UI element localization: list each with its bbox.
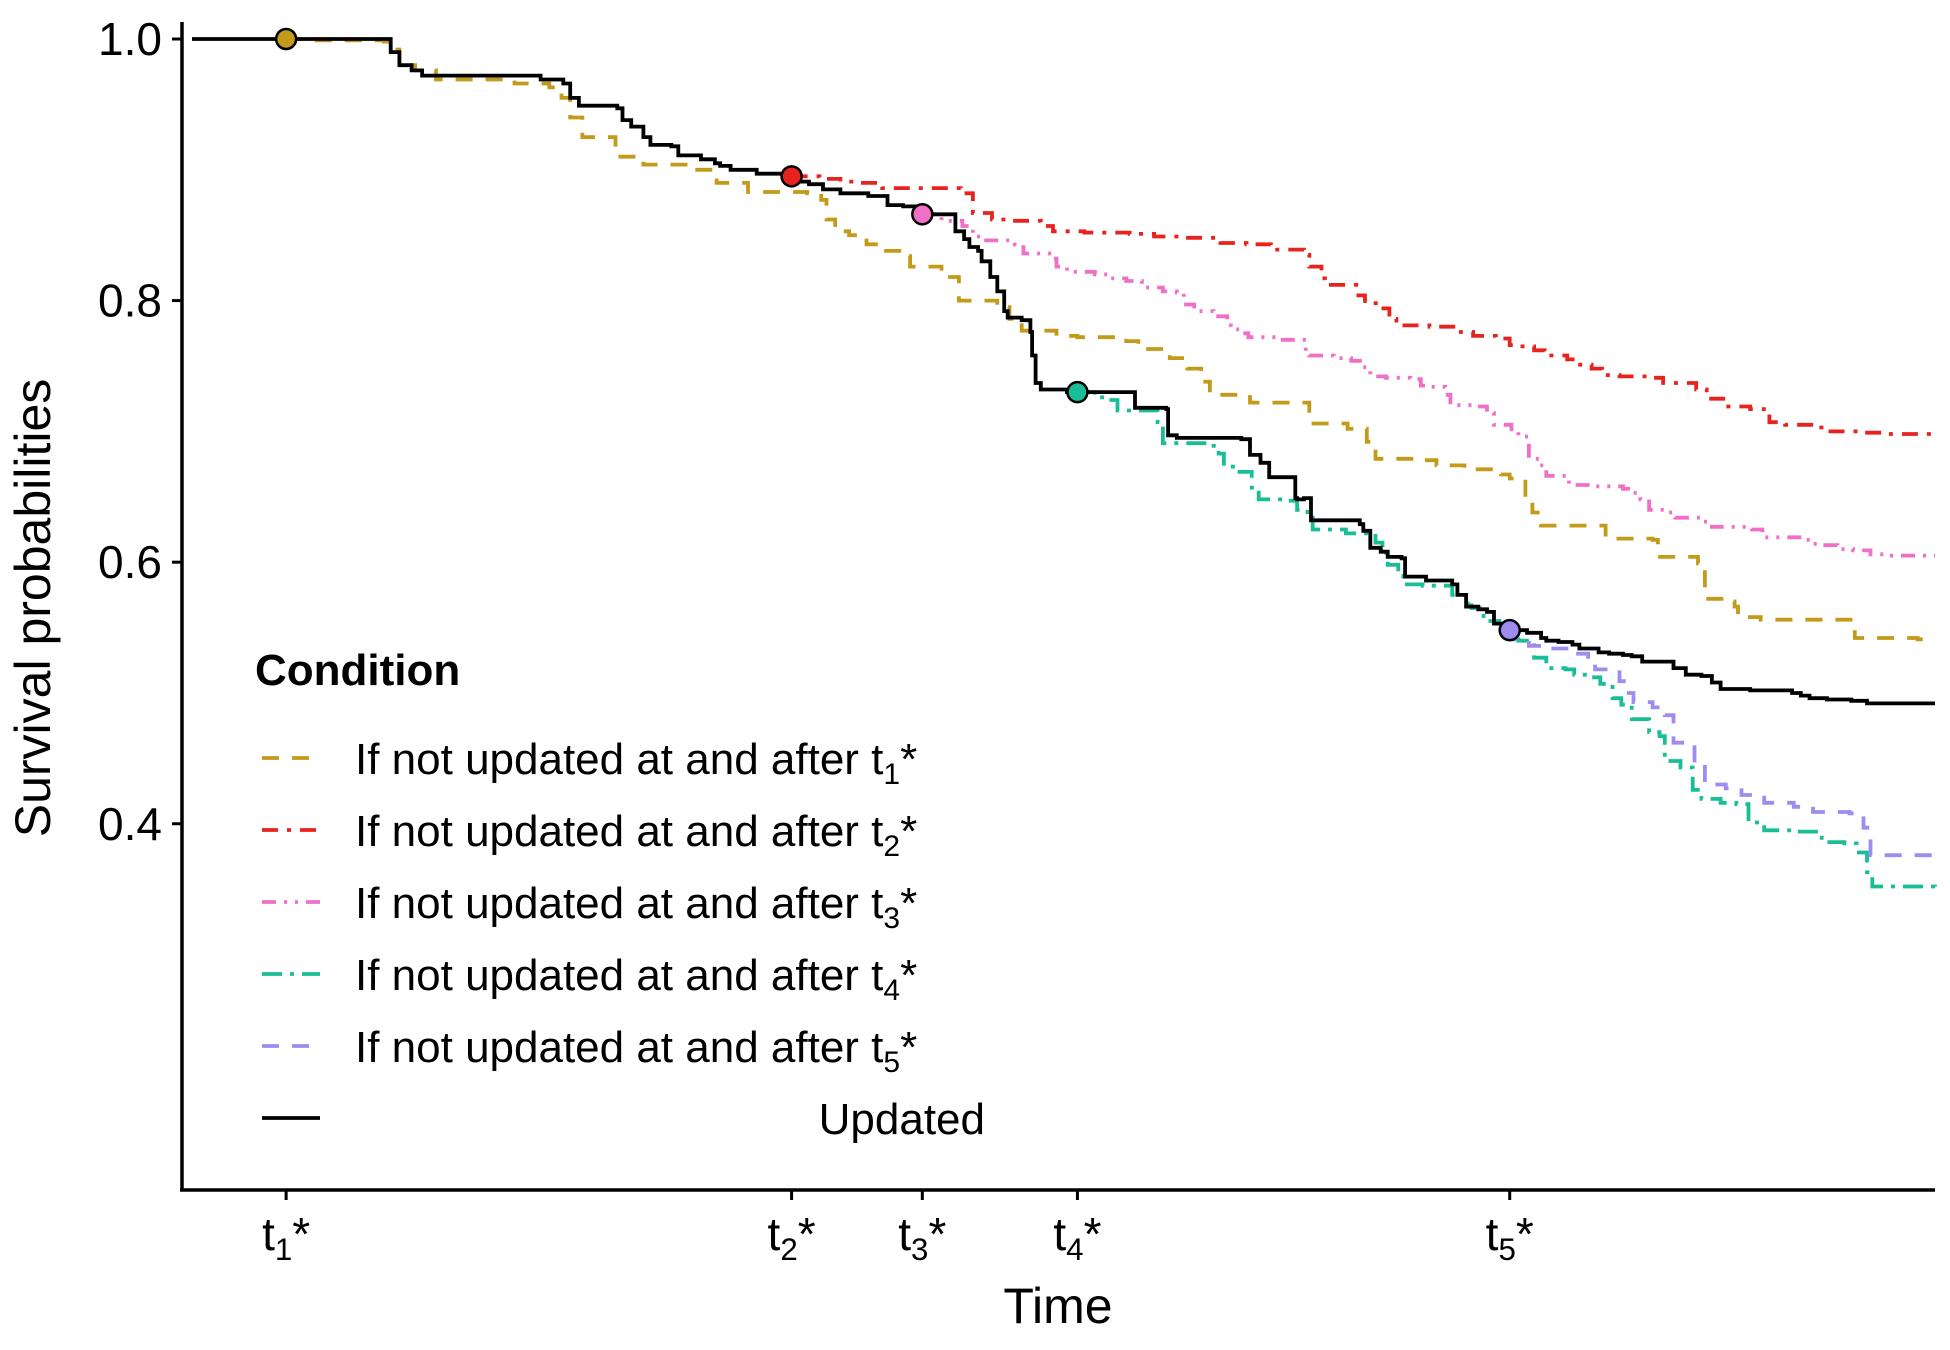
axes-layer [180,22,1935,1192]
legend-label-4: If not updated at and after t4* [355,951,917,1007]
legend-label-1: If not updated at and after t1* [355,735,917,791]
legend-label-3: If not updated at and after t3* [355,879,917,935]
x-tick-label: t3* [898,1208,946,1267]
y-ticks: 0.4 0.6 0.8 1.0 [98,13,182,850]
x-tick-label: t1* [262,1208,310,1267]
y-tick-label: 1.0 [98,13,162,65]
start-marker-5 [1498,618,1521,642]
series-line-3 [922,212,1935,558]
series-line-2 [791,174,1935,436]
start-marker-4 [1066,380,1089,404]
legend-label-5: If not updated at and after t5* [355,1023,917,1079]
x-tick-label: t2* [768,1208,816,1267]
series-line-6 [192,37,1935,706]
x-axis-title: Time [1003,1278,1112,1334]
y-tick-label: 0.6 [98,536,162,588]
series-line-4 [1077,390,1937,889]
legend-label-6: Updated [819,1095,985,1144]
start-marker-3 [911,203,934,226]
series-line-1 [286,37,1935,642]
legend-title: Condition [255,646,460,695]
marker-layer [274,27,1521,642]
start-marker-2 [780,165,803,188]
x-tick-label: t5* [1486,1208,1534,1267]
x-tick-label: t4* [1053,1208,1101,1267]
y-tick-label: 0.4 [98,798,162,850]
legend-label-2: If not updated at and after t2* [355,807,917,863]
series-line-5 [1509,628,1937,858]
legend: Condition If not updated at and after t1… [255,646,985,1144]
x-ticks: t1* t2* t3* t4* t5* [262,1190,1534,1267]
y-tick-label: 0.8 [98,275,162,327]
y-axis-title: Survival probabilities [5,379,61,838]
start-marker-1 [274,27,298,51]
series-layer [192,37,1937,889]
